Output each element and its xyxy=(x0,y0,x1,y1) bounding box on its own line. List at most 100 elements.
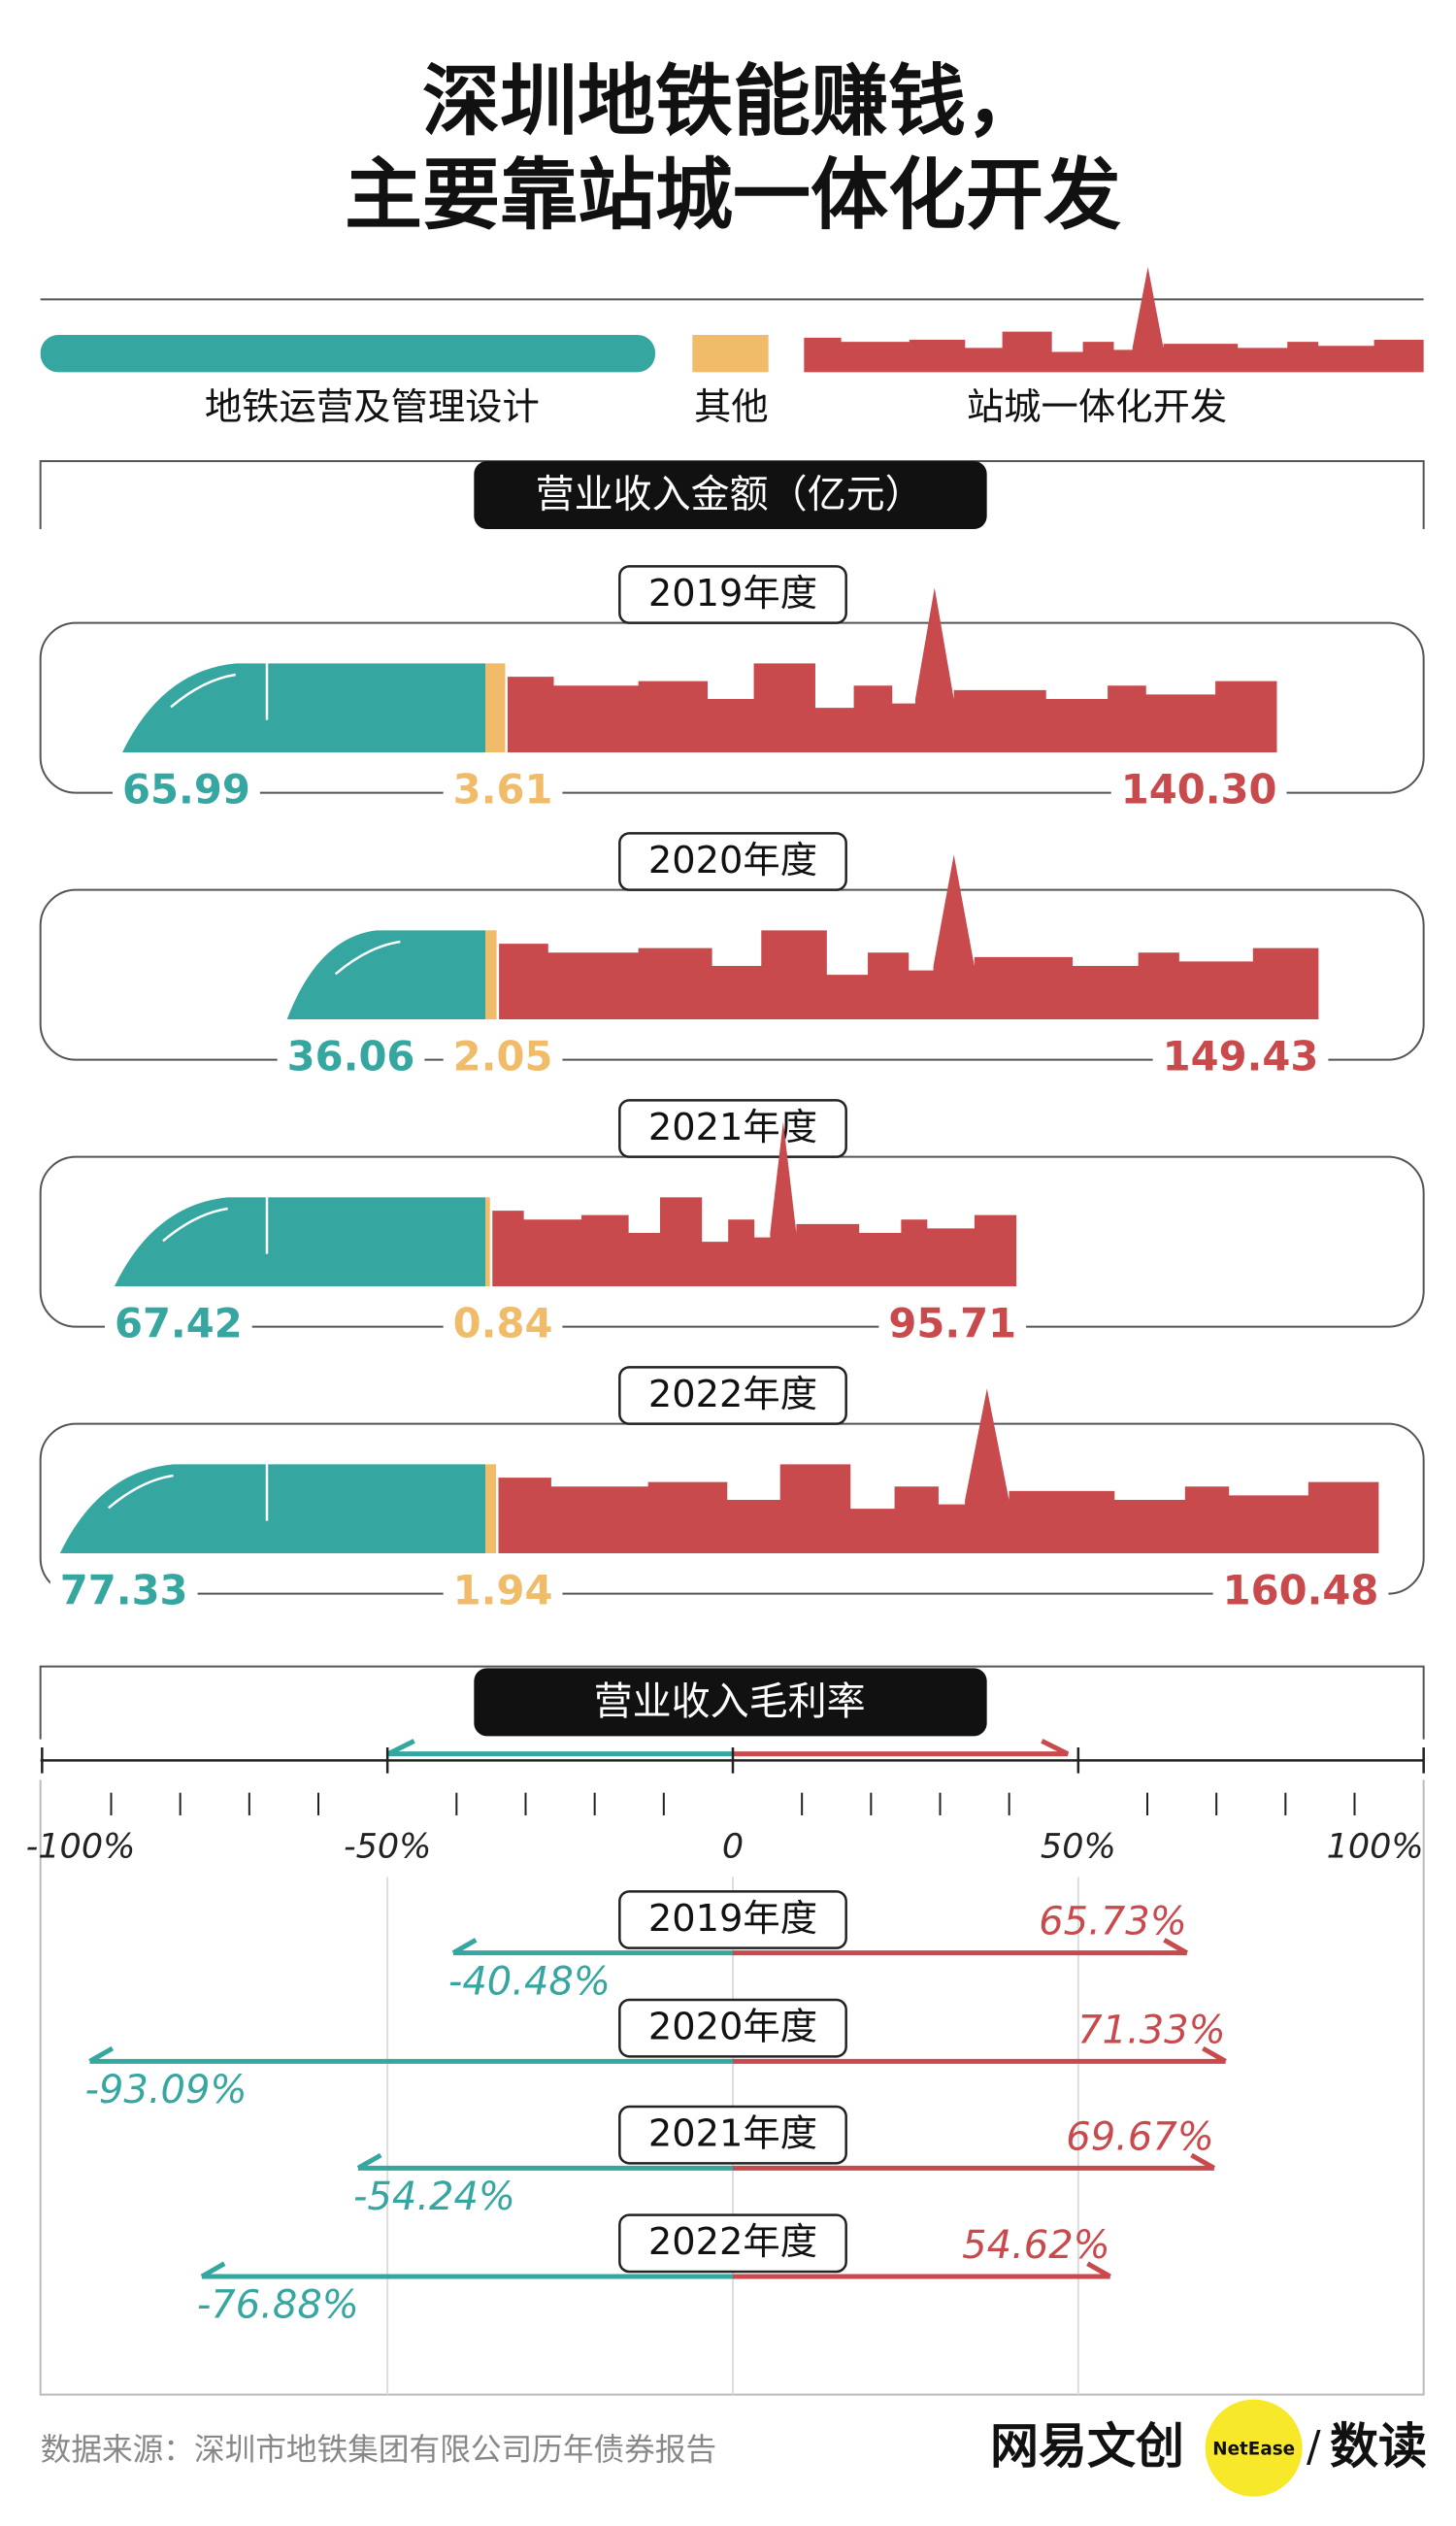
metro-bar xyxy=(286,930,485,1019)
brand-badge-text: NetEase xyxy=(1212,2439,1295,2459)
development-bar xyxy=(499,854,1319,1019)
development-bar xyxy=(507,587,1277,753)
legend-swatch xyxy=(692,335,769,373)
year-box xyxy=(618,2105,847,2165)
title-line: 主要靠站城一体化开发 xyxy=(345,150,1121,241)
year-box xyxy=(618,1998,847,2058)
label-backdrop xyxy=(443,765,563,814)
other-bar xyxy=(485,1197,490,1286)
label-backdrop xyxy=(443,1032,563,1080)
year-box xyxy=(618,1099,847,1158)
train-detail xyxy=(170,663,269,720)
axis-arrow xyxy=(386,1739,733,1757)
value-label: 1.94 xyxy=(453,1567,553,1614)
value-label: 160.48 xyxy=(1223,1567,1379,1614)
label-backdrop xyxy=(443,1299,563,1347)
label-backdrop xyxy=(277,1032,425,1080)
other-bar xyxy=(485,1464,496,1553)
value-label: 149.43 xyxy=(1163,1033,1319,1080)
year-label: 2021年度 xyxy=(648,1106,817,1149)
value-label: 95.71 xyxy=(888,1300,1016,1347)
brand-product: 数读 xyxy=(1330,2418,1427,2475)
year-box xyxy=(618,832,847,891)
year-box xyxy=(618,2213,847,2274)
metro-bar xyxy=(114,1197,485,1286)
legend-swatch xyxy=(804,267,1424,373)
development-bar xyxy=(492,1121,1017,1286)
value-label: 77.33 xyxy=(60,1567,188,1614)
year-label: 2019年度 xyxy=(648,1897,817,1941)
arrow-head xyxy=(1086,2261,1111,2279)
value-label: 54.62% xyxy=(962,2223,1110,2268)
legend-swatch xyxy=(40,335,655,373)
value-label: 0.84 xyxy=(453,1300,553,1347)
value-label: 2.05 xyxy=(453,1033,553,1080)
train-detail xyxy=(265,930,401,987)
legend-label: 其他 xyxy=(694,385,769,429)
section-bracket xyxy=(39,1665,1425,1740)
section-title: 营业收入金额（亿元） xyxy=(536,473,924,517)
other-bar xyxy=(485,930,497,1019)
brand-name: 网易文创 xyxy=(990,2418,1184,2475)
value-label: 69.67% xyxy=(1066,2114,1214,2159)
value-label: 67.42 xyxy=(115,1300,243,1347)
value-label: -76.88% xyxy=(197,2283,359,2328)
source: 数据来源：深圳市地铁集团有限公司历年债券报告 xyxy=(41,2433,716,2468)
brand-badge xyxy=(1205,2399,1303,2497)
x-tick-label: 50% xyxy=(1041,1827,1116,1866)
legend-label: 地铁运营及管理设计 xyxy=(205,385,540,429)
value-label: 71.33% xyxy=(1077,2008,1226,2052)
year-box xyxy=(618,1890,847,1949)
train-detail xyxy=(107,1464,269,1521)
train-detail xyxy=(162,1197,269,1254)
label-backdrop xyxy=(1110,765,1287,814)
year-label: 2019年度 xyxy=(648,572,817,615)
value-label: 36.06 xyxy=(287,1033,415,1080)
development-bar xyxy=(498,1388,1379,1553)
year-label: 2021年度 xyxy=(648,2112,817,2156)
label-backdrop xyxy=(113,765,260,814)
arrow-head xyxy=(1163,1938,1189,1955)
x-tick-label: 0 xyxy=(722,1827,744,1866)
label-backdrop xyxy=(878,1299,1027,1347)
section-header xyxy=(474,1668,987,1737)
arrow-head xyxy=(1190,2152,1216,2171)
x-tick-label: 100% xyxy=(1327,1827,1424,1866)
year-label: 2020年度 xyxy=(648,2006,817,2049)
arrow-head xyxy=(1202,2045,1227,2064)
value-label: -40.48% xyxy=(448,1959,611,2004)
arrow-head xyxy=(356,2152,382,2171)
brand-separator: / xyxy=(1307,2423,1321,2472)
label-backdrop xyxy=(104,1299,252,1347)
label-backdrop xyxy=(1212,1566,1389,1614)
section-title: 营业收入毛利率 xyxy=(594,1679,866,1724)
metro-bar xyxy=(122,663,485,753)
x-tick-label: -100% xyxy=(26,1827,136,1866)
year-box xyxy=(618,565,847,624)
value-label: 3.61 xyxy=(453,766,553,814)
value-label: 65.99 xyxy=(122,766,250,814)
value-label: -54.24% xyxy=(353,2175,515,2219)
metro-bar xyxy=(59,1464,486,1553)
arrow-head xyxy=(88,2045,115,2064)
x-tick-label: -50% xyxy=(344,1827,431,1866)
year-label: 2020年度 xyxy=(648,839,817,882)
label-backdrop xyxy=(50,1566,198,1614)
value-label: 140.30 xyxy=(1121,766,1277,814)
axis-arrow xyxy=(733,1739,1070,1757)
section-header xyxy=(474,461,987,530)
year-label: 2022年度 xyxy=(648,2220,817,2264)
value-label: 65.73% xyxy=(1039,1900,1187,1944)
label-backdrop xyxy=(443,1566,563,1614)
label-backdrop xyxy=(1152,1032,1329,1080)
title-line: 深圳地铁能赚钱， xyxy=(422,56,1043,147)
arrow-head xyxy=(451,1938,478,1955)
value-label: -93.09% xyxy=(85,2068,248,2112)
year-box xyxy=(618,1366,847,1425)
arrow-head xyxy=(200,2261,226,2279)
other-bar xyxy=(485,663,506,753)
legend-label: 站城一体化开发 xyxy=(967,385,1227,429)
year-label: 2022年度 xyxy=(648,1373,817,1416)
